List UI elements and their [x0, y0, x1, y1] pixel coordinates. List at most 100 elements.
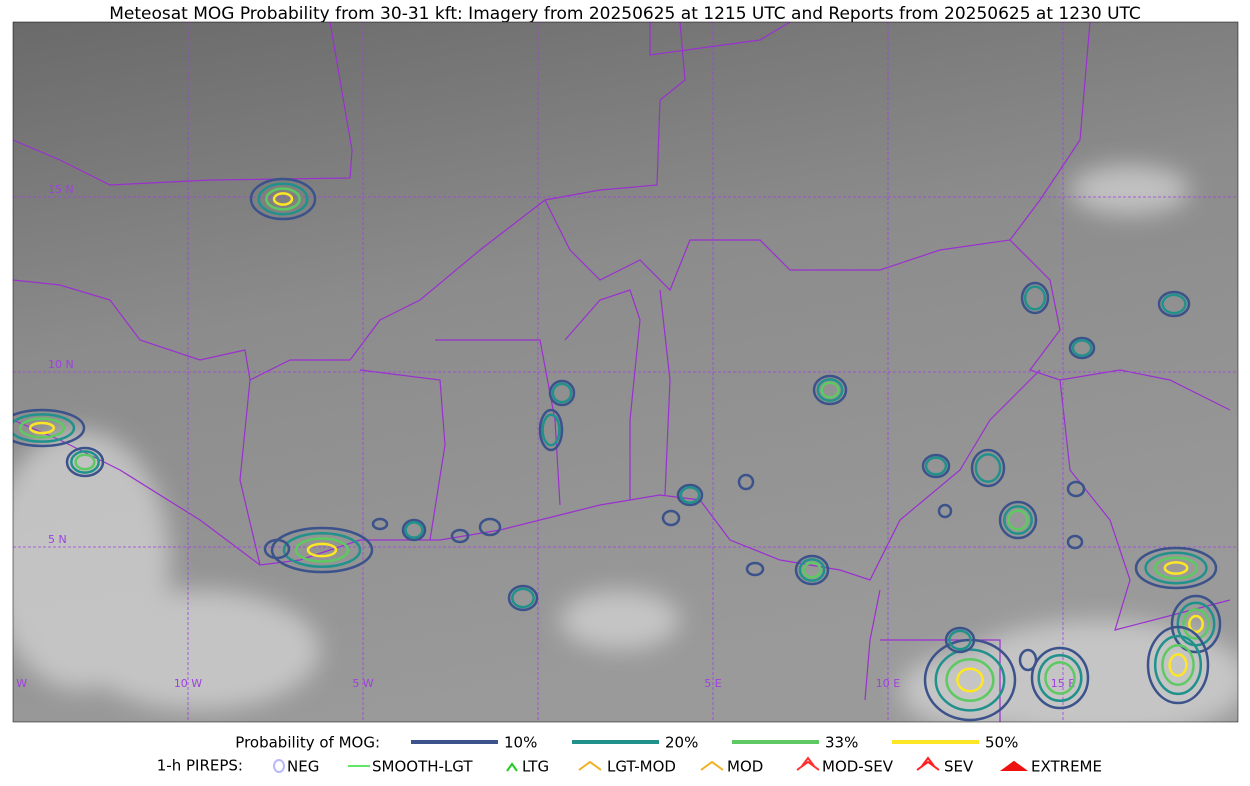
mog-contour — [1023, 285, 1047, 311]
legend-label: LTG — [522, 758, 549, 776]
mog-contour — [257, 182, 309, 216]
mog-contour — [676, 483, 704, 507]
mog-contour — [745, 561, 765, 577]
mog-contour — [1182, 608, 1210, 640]
legend-label: 33% — [825, 734, 858, 752]
mog-contour — [13, 413, 76, 443]
mog-contour — [1168, 653, 1188, 677]
mog-contour — [265, 187, 301, 211]
mog-contour — [679, 486, 701, 504]
mog-contour — [820, 381, 840, 399]
mog-contour — [1066, 534, 1084, 550]
legend-label: MOD — [727, 758, 763, 776]
mog-contour — [1020, 281, 1050, 315]
mog-contour — [1068, 336, 1096, 360]
mog-contour — [1146, 625, 1210, 705]
mog-contour — [794, 554, 830, 586]
mog-contour — [944, 626, 976, 654]
lon-label: 5 W — [352, 677, 373, 690]
mog-contour — [551, 382, 573, 404]
mog-contour — [661, 509, 681, 527]
mog-contour — [249, 177, 317, 221]
mog-contour — [538, 408, 564, 452]
lat-label: 15 N — [48, 183, 74, 196]
mog-contour — [998, 500, 1038, 540]
pirep-symbol — [273, 759, 285, 773]
mog-contour — [306, 542, 338, 558]
mog-contour — [28, 421, 56, 435]
mog-contour — [541, 413, 561, 447]
legend-title: 1-h PIREPS: — [157, 757, 243, 775]
lon-label: 10 E — [876, 677, 900, 690]
country-borders — [13, 22, 1231, 722]
mog-contour — [1170, 594, 1222, 654]
legend-label: NEG — [287, 758, 319, 776]
mog-contour — [272, 192, 294, 206]
mog-contour — [974, 453, 1002, 483]
mog-contour — [924, 456, 948, 476]
title: Meteosat MOG Probability from 30-31 kft:… — [109, 4, 1141, 24]
mog-contour — [970, 448, 1006, 488]
mog-contour — [13, 408, 86, 448]
pirep-symbol — [700, 760, 724, 771]
mog-contour — [263, 538, 291, 560]
mog-contour — [1018, 648, 1038, 672]
legend-label: 10% — [504, 734, 537, 752]
legend-label: LGT-MOD — [607, 758, 676, 776]
mog-contour — [945, 657, 995, 703]
mog-contour — [1153, 556, 1199, 580]
mog-contour — [1134, 546, 1218, 590]
mog-contour — [802, 561, 822, 579]
mog-contour — [74, 453, 96, 471]
legend-label: 50% — [985, 734, 1018, 752]
mog-contour — [511, 587, 535, 609]
map-frame — [12, 21, 1239, 723]
mog-contour — [1037, 653, 1083, 703]
legend-label: SMOOTH-LGT — [372, 758, 473, 776]
pirep-symbol — [999, 760, 1029, 771]
mog-contour — [1161, 293, 1187, 315]
lon-label: 15 E — [1051, 677, 1075, 690]
mog-contour — [1144, 551, 1208, 585]
mog-contour — [450, 528, 470, 544]
mog-contour — [921, 453, 951, 479]
mog-contour — [816, 378, 844, 402]
mog-contour — [812, 374, 848, 406]
mog-contour — [371, 517, 389, 531]
mog-contour — [798, 558, 826, 582]
mog-contour — [948, 629, 972, 651]
pirep-symbol — [796, 756, 820, 771]
mog-contour — [294, 537, 350, 563]
mog-contour — [1044, 661, 1076, 695]
mog-contour — [1157, 290, 1191, 318]
map: 15 N 10 N 5 N 15 W 10 W 5 W 5 E 10 E 15 E — [0, 22, 1238, 722]
mog-contour — [1066, 480, 1086, 498]
pirep-symbol — [506, 762, 518, 772]
mog-contour — [548, 379, 576, 407]
mog-contour — [1153, 634, 1203, 696]
mog-contour — [18, 417, 66, 439]
mog-contour — [1007, 509, 1029, 531]
legend-title: Probability of MOG: — [235, 734, 380, 752]
mog-contour — [270, 526, 374, 574]
pirep-symbol — [578, 760, 602, 771]
mog-contour — [401, 518, 427, 542]
mog-contour — [937, 503, 953, 519]
mog-contour — [1030, 646, 1090, 710]
lon-label: 15 W — [0, 677, 27, 690]
legend-label: EXTREME — [1031, 758, 1102, 776]
mog-contour — [70, 450, 100, 474]
mog-contour — [507, 584, 539, 612]
lon-label: 10 W — [174, 677, 202, 690]
mog-contour — [1188, 614, 1204, 634]
mog-contour — [478, 517, 502, 537]
legend-label: 20% — [665, 734, 698, 752]
mog-contour — [404, 521, 424, 539]
legend: Probability of MOG: 10% 20% 33% 50% 1-h PIREP… — [157, 734, 1102, 776]
lon-label: 5 E — [704, 677, 721, 690]
mog-contour — [737, 473, 755, 491]
lat-label: 10 N — [48, 358, 74, 371]
lat-label: 5 N — [48, 533, 67, 546]
legend-label: MOD-SEV — [822, 758, 894, 776]
